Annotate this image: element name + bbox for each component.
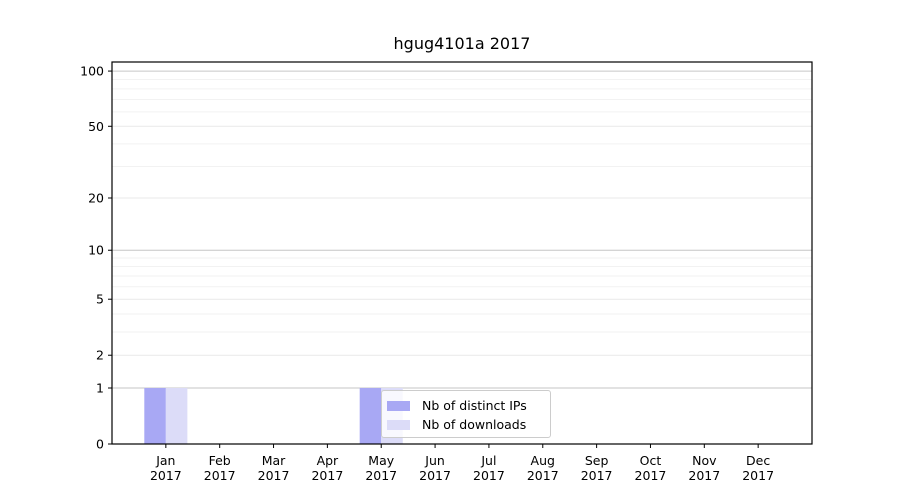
legend: Nb of distinct IPs Nb of downloads	[381, 390, 551, 438]
x-tick-label-year: 2017	[688, 468, 720, 483]
chart-title: hgug4101a 2017	[393, 34, 531, 53]
x-tick-label-year: 2017	[581, 468, 613, 483]
x-tick-label-month: Oct	[640, 453, 662, 468]
y-tick-label: 5	[96, 292, 104, 307]
x-tick-label-month: Mar	[262, 453, 286, 468]
y-tick-label: 50	[88, 119, 104, 134]
legend-swatch-distinct-ips	[387, 400, 410, 411]
y-tick-label: 2	[96, 348, 104, 363]
x-tick-label-month: Jan	[155, 453, 175, 468]
x-tick-label-year: 2017	[635, 468, 667, 483]
y-tick-label: 1	[96, 380, 104, 395]
bar-nb-of-distinct-ips-jan	[144, 387, 166, 444]
legend-item-downloads: Nb of downloads	[387, 415, 550, 434]
x-tick-label-year: 2017	[527, 468, 559, 483]
x-tick-label-year: 2017	[365, 468, 397, 483]
x-tick-label-year: 2017	[204, 468, 236, 483]
x-tick-label-month: Nov	[692, 453, 717, 468]
x-tick-label-year: 2017	[258, 468, 290, 483]
legend-swatch-downloads	[387, 419, 410, 430]
legend-item-distinct-ips: Nb of distinct IPs	[387, 396, 550, 415]
x-tick-label-year: 2017	[150, 468, 182, 483]
x-tick-label-month: Aug	[531, 453, 555, 468]
x-tick-label-month: Sep	[585, 453, 609, 468]
bar-nb-of-distinct-ips-may	[359, 387, 382, 444]
x-tick-label-month: May	[368, 453, 394, 468]
axis-spines	[111, 61, 813, 445]
x-tick-label-month: Apr	[317, 453, 339, 468]
x-tick-label-month: Dec	[746, 453, 770, 468]
x-tick-label-year: 2017	[473, 468, 505, 483]
y-tick-label: 100	[80, 64, 104, 79]
x-tick-label-year: 2017	[742, 468, 774, 483]
bar-nb-of-downloads-jan	[165, 387, 188, 444]
x-tick-label-month: Jun	[424, 453, 445, 468]
x-tick-label-month: Jul	[480, 453, 496, 468]
legend-label-distinct-ips: Nb of distinct IPs	[422, 398, 527, 413]
y-tick-label: 20	[88, 190, 104, 205]
x-tick-label-year: 2017	[419, 468, 451, 483]
x-tick-label-year: 2017	[311, 468, 343, 483]
y-tick-label: 0	[96, 437, 104, 452]
y-tick-label: 10	[88, 243, 104, 258]
x-tick-label-month: Feb	[209, 453, 231, 468]
legend-label-downloads: Nb of downloads	[422, 417, 527, 432]
